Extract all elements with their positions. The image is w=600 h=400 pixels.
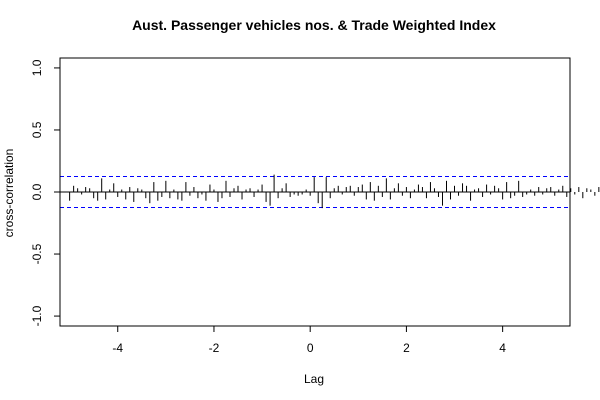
x-axis: -4 -2 0 2 4 [112,325,506,355]
plot-frame [59,57,571,327]
correlation-bars [60,174,600,209]
y-axis-label: cross-correlation [2,149,16,238]
chart-title: Aust. Passenger vehicles nos. & Trade We… [132,17,496,33]
x-tick-label: -4 [112,341,123,355]
y-tick-label: -1.0 [30,305,44,326]
x-tick-label: -2 [209,341,220,355]
y-tick-label: -0.5 [30,243,44,264]
x-axis-label: Lag [304,372,324,386]
y-tick-label: 0.0 [30,183,44,200]
y-tick-label: 1.0 [30,59,44,76]
y-tick-label: 0.5 [30,121,44,138]
y-axis: -1.0 -0.5 0.0 0.5 1.0 [30,59,61,326]
x-tick-label: 0 [307,341,314,355]
x-tick-label: 2 [403,341,410,355]
x-tick-label: 4 [499,341,506,355]
